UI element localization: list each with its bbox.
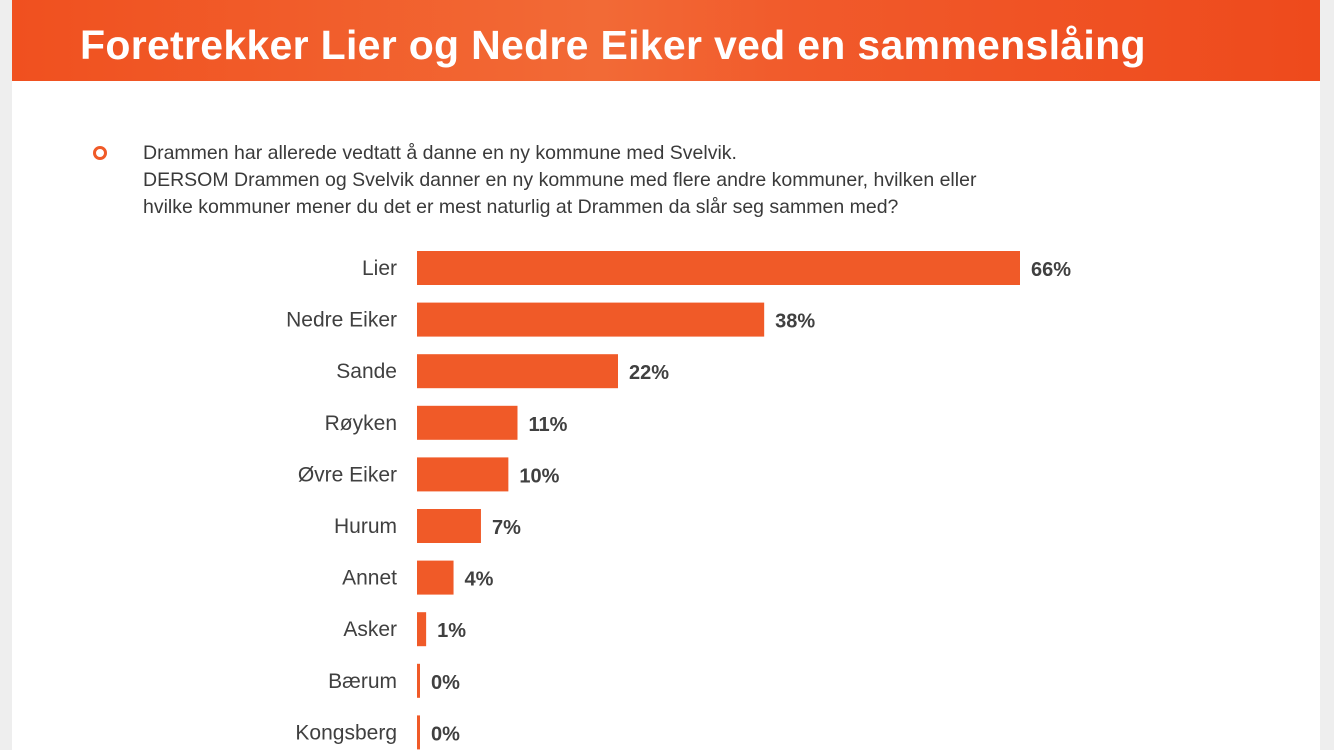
bar-annet — [417, 560, 454, 595]
category-label: Røyken — [325, 412, 397, 435]
slide-header: Foretrekker Lier og Nedre Eiker ved en s… — [12, 0, 1320, 81]
question-line-3: hvilke kommuner mener du det er mest nat… — [143, 196, 899, 218]
slide-title: Foretrekker Lier og Nedre Eiker ved en s… — [80, 22, 1146, 68]
category-label: Lier — [362, 257, 397, 280]
category-label: Nedre Eiker — [286, 309, 397, 332]
value-label: 10% — [519, 465, 559, 487]
bar-asker — [417, 612, 427, 647]
value-label: 11% — [529, 414, 568, 436]
bar-hurum — [417, 509, 481, 543]
category-label: Kongsberg — [295, 721, 397, 744]
value-label: 1% — [437, 620, 466, 642]
category-label: Hurum — [334, 515, 397, 538]
category-label: Øvre Eiker — [298, 463, 397, 486]
category-label: Sande — [336, 360, 397, 383]
value-label: 7% — [492, 517, 521, 539]
question-text: Drammen har allerede vedtatt å danne en … — [143, 140, 1103, 221]
question-line-2: DERSOM Drammen og Svelvik danner en ny k… — [143, 169, 977, 191]
category-label: Asker — [343, 618, 397, 641]
value-label: 0% — [431, 672, 460, 694]
bar-lier — [417, 251, 1020, 285]
right-frame-band — [1320, 0, 1334, 750]
bar-øvre-eiker — [417, 457, 509, 492]
bar-kongsberg — [417, 715, 420, 750]
value-label: 66% — [1031, 259, 1071, 281]
bar-sande — [417, 354, 618, 389]
value-label: 22% — [629, 362, 669, 384]
value-label: 4% — [465, 569, 494, 591]
category-label: Bærum — [328, 670, 397, 693]
bar-nedre-eiker — [417, 302, 765, 337]
left-frame-band — [0, 0, 12, 750]
bar-bærum — [417, 663, 420, 698]
value-label: 38% — [775, 311, 815, 333]
ring-bullet-icon — [93, 146, 107, 160]
value-label: 0% — [431, 723, 460, 745]
category-label: Annet — [342, 567, 397, 590]
question-line-1: Drammen har allerede vedtatt å danne en … — [143, 142, 737, 164]
bar-røyken — [417, 405, 518, 440]
